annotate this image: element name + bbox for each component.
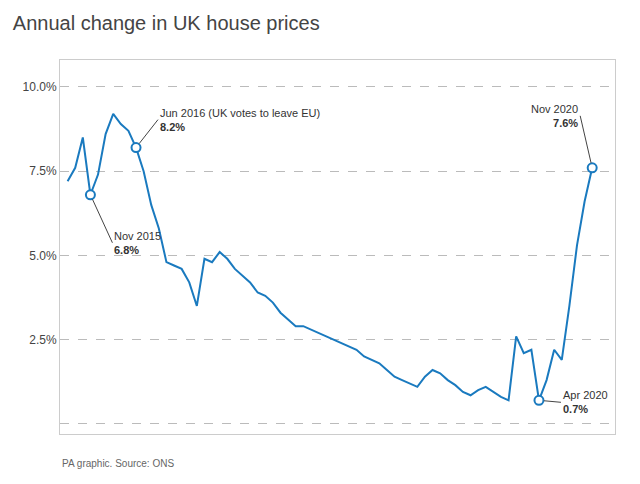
svg-text:5.0%: 5.0% [29, 249, 57, 263]
svg-text:Jun 2016 (UK votes to leave EU: Jun 2016 (UK votes to leave EU)8.2% [160, 107, 320, 133]
svg-text:10.0%: 10.0% [23, 80, 57, 94]
svg-text:Apr 20200.7%: Apr 20200.7% [563, 389, 608, 415]
svg-text:2.5%: 2.5% [29, 333, 57, 347]
svg-text:PA graphic. Source: ONS: PA graphic. Source: ONS [62, 458, 174, 469]
svg-text:Annual change in UK house pric: Annual change in UK house prices [13, 12, 320, 34]
svg-text:Nov 20156.8%: Nov 20156.8% [114, 230, 161, 256]
svg-text:7.5%: 7.5% [29, 164, 57, 178]
svg-text:Nov 20207.6%: Nov 20207.6% [531, 103, 578, 129]
